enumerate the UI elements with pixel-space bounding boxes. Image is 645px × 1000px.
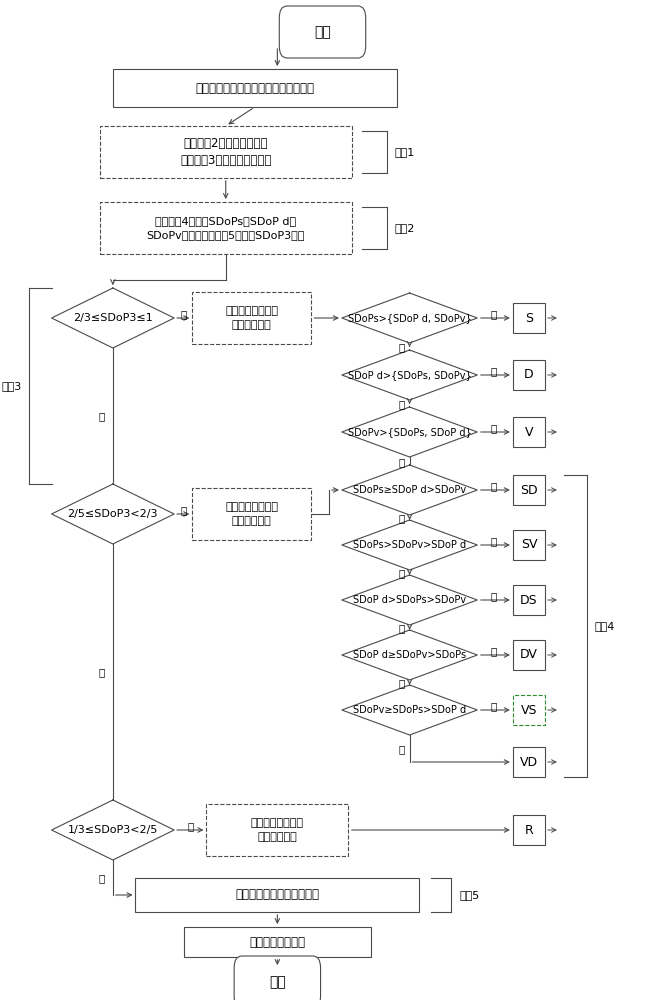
Text: SD: SD — [520, 484, 538, 496]
Bar — [513, 417, 545, 447]
Text: 否: 否 — [399, 513, 405, 523]
Text: 散射金字塔顶层；
低随机性散射: 散射金字塔顶层； 低随机性散射 — [225, 306, 278, 330]
Text: V: V — [524, 426, 533, 438]
Text: 否: 否 — [399, 568, 405, 578]
Text: 否: 否 — [99, 411, 105, 421]
Text: 输出：最终分类图: 输出：最终分类图 — [250, 936, 305, 948]
Bar — [513, 303, 545, 333]
Text: 2/5≤SDoP3<2/3: 2/5≤SDoP3<2/3 — [68, 509, 158, 519]
Polygon shape — [52, 288, 174, 348]
FancyBboxPatch shape — [279, 6, 366, 58]
Text: 输入：待分类全极化合成孔径雷达图像: 输入：待分类全极化合成孔径雷达图像 — [195, 82, 314, 95]
Text: 是: 是 — [490, 309, 497, 319]
Text: 是: 是 — [187, 821, 194, 831]
Bar — [206, 804, 348, 856]
Text: 否: 否 — [399, 678, 405, 688]
Polygon shape — [52, 800, 174, 860]
Polygon shape — [342, 350, 477, 400]
Text: 步骤5: 步骤5 — [459, 890, 479, 900]
Text: 是: 是 — [490, 591, 497, 601]
Text: SDoP d>{SDoPs, SDoPv}: SDoP d>{SDoPs, SDoPv} — [348, 370, 471, 380]
Polygon shape — [342, 520, 477, 570]
Text: DS: DS — [520, 593, 538, 606]
Text: 利用式（4）计算SDoPs、SDoP d和
SDoPv参数，基于式（5）计算SDoP3参数: 利用式（4）计算SDoPs、SDoP d和 SDoPv参数，基于式（5）计算SD… — [146, 216, 305, 240]
Polygon shape — [342, 685, 477, 735]
Text: 是: 是 — [490, 536, 497, 546]
Text: 基于式（2）估计取向角，
利用式（3）进行去取向操作: 基于式（2）估计取向角， 利用式（3）进行去取向操作 — [180, 137, 272, 167]
Text: SDoPv>{SDoPs, SDoP d}: SDoPv>{SDoPs, SDoP d} — [348, 427, 471, 437]
Text: SDoPv≥SDoPs>SDoP d: SDoPv≥SDoPs>SDoP d — [353, 705, 466, 715]
Text: 开始: 开始 — [314, 25, 331, 39]
Text: DV: DV — [520, 648, 538, 662]
Bar — [513, 815, 545, 845]
Bar — [513, 530, 545, 560]
Bar — [513, 695, 545, 725]
Text: 用十种不同标记识十种类别: 用十种不同标记识十种类别 — [235, 888, 319, 902]
Text: 否: 否 — [399, 399, 405, 409]
Text: 否: 否 — [399, 744, 405, 754]
Text: SDoPs≥SDoP d>SDoPv: SDoPs≥SDoP d>SDoPv — [353, 485, 466, 495]
Bar — [135, 878, 419, 912]
Text: 步骤3: 步骤3 — [1, 381, 21, 391]
Text: VD: VD — [520, 756, 538, 768]
Bar — [113, 69, 397, 107]
Text: 1/3≤SDoP3<2/5: 1/3≤SDoP3<2/5 — [68, 825, 158, 835]
Text: 步骤4: 步骤4 — [595, 621, 615, 631]
Text: D: D — [524, 368, 533, 381]
Bar — [192, 292, 311, 344]
Text: SV: SV — [521, 538, 537, 552]
Text: 否: 否 — [99, 873, 105, 883]
FancyBboxPatch shape — [234, 956, 321, 1000]
Text: 步骤1: 步骤1 — [395, 147, 415, 157]
Bar — [100, 202, 352, 254]
Bar — [184, 927, 371, 957]
Text: SDoPs>SDoPv>SDoP d: SDoPs>SDoPv>SDoP d — [353, 540, 466, 550]
Polygon shape — [342, 575, 477, 625]
Text: 散射金字塔底层；
高随机性散射: 散射金字塔底层； 高随机性散射 — [251, 818, 304, 842]
Text: SDoPs>{SDoP d, SDoPv}: SDoPs>{SDoP d, SDoPv} — [348, 313, 471, 323]
Text: 是: 是 — [490, 701, 497, 711]
Bar — [513, 640, 545, 670]
Bar — [513, 585, 545, 615]
Text: 是: 是 — [180, 505, 186, 515]
Text: S: S — [525, 312, 533, 324]
Polygon shape — [342, 630, 477, 680]
Text: 散射金字塔中层；
中随机性散射: 散射金字塔中层； 中随机性散射 — [225, 502, 278, 526]
Text: 结束: 结束 — [269, 975, 286, 989]
Text: 步骤2: 步骤2 — [395, 223, 415, 233]
Text: 是: 是 — [490, 366, 497, 376]
Bar — [100, 126, 352, 178]
Bar — [513, 747, 545, 777]
Bar — [513, 360, 545, 390]
Text: 否: 否 — [399, 342, 405, 352]
Text: 否: 否 — [399, 623, 405, 633]
Text: 是: 是 — [490, 481, 497, 491]
Bar — [513, 475, 545, 505]
Text: 是: 是 — [490, 646, 497, 656]
Bar — [192, 488, 311, 540]
Text: R: R — [524, 824, 533, 836]
Polygon shape — [342, 407, 477, 457]
Polygon shape — [52, 484, 174, 544]
Text: SDoP d≥SDoPv>SDoPs: SDoP d≥SDoPv>SDoPs — [353, 650, 466, 660]
Polygon shape — [342, 293, 477, 343]
Text: 否: 否 — [99, 667, 105, 677]
Polygon shape — [342, 465, 477, 515]
Text: 否: 否 — [399, 457, 405, 467]
Text: 是: 是 — [180, 309, 186, 319]
Text: SDoP d>SDoPs>SDoPv: SDoP d>SDoPs>SDoPv — [353, 595, 466, 605]
Text: 2/3≤SDoP3≤1: 2/3≤SDoP3≤1 — [73, 313, 153, 323]
Text: 是: 是 — [490, 423, 497, 433]
Text: VS: VS — [521, 704, 537, 716]
